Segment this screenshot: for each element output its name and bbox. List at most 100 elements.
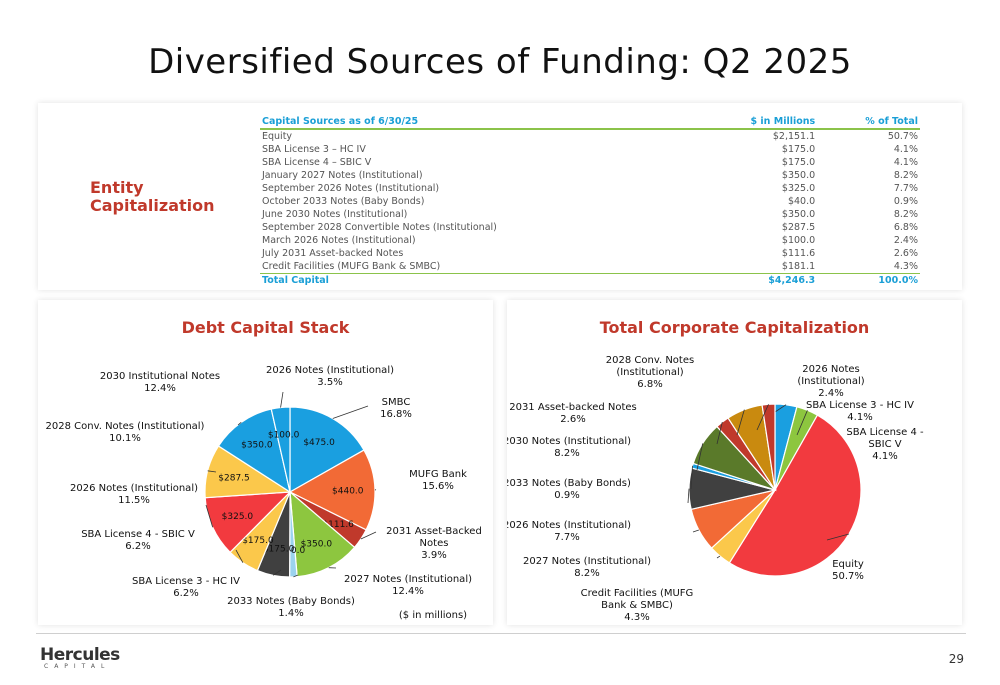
slice-value-label: $175.0 bbox=[263, 545, 295, 555]
table-row: September 2028 Convertible Notes (Instit… bbox=[260, 221, 920, 234]
row-source: January 2027 Notes (Institutional) bbox=[262, 170, 423, 181]
callout-line bbox=[796, 410, 808, 436]
row-percent: 8.2% bbox=[893, 170, 918, 181]
callout-line bbox=[235, 549, 244, 563]
slice-label: 12.4% bbox=[392, 586, 424, 597]
row-source: July 2031 Asset-backed Notes bbox=[262, 248, 404, 259]
total-capitalization-chart: SBA License 3 - HC IV4.1%SBA License 4 -… bbox=[507, 355, 924, 623]
table-row: Equity $2,151.1 50.7% bbox=[260, 129, 920, 143]
slice-label: 4.1% bbox=[847, 412, 872, 423]
entity-capitalization-heading: Entity Capitalization bbox=[90, 179, 215, 215]
slice-label: 16.8% bbox=[380, 409, 412, 420]
table-row: SBA License 4 – SBIC V $175.0 4.1% bbox=[260, 156, 920, 169]
table-header-row: Capital Sources as of 6/30/25 $ in Milli… bbox=[260, 115, 920, 130]
slice-label: SBA License 3 - HC IV bbox=[806, 400, 914, 411]
pie-slice bbox=[728, 414, 862, 577]
slice-label: 2028 Conv. Notes (Institutional) bbox=[46, 421, 205, 432]
row-percent: 7.7% bbox=[893, 183, 918, 194]
callout-line bbox=[774, 404, 787, 413]
slice-label: 2.4% bbox=[818, 388, 843, 399]
capital-sources-table: Capital Sources as of 6/30/25 $ in Milli… bbox=[260, 115, 920, 287]
total-millions: $4,246.3 bbox=[692, 273, 818, 287]
row-percent: 6.8% bbox=[893, 222, 918, 233]
row-percent: 4.3% bbox=[893, 261, 918, 272]
pie-slice bbox=[289, 490, 356, 578]
slice-label: 10.1% bbox=[109, 433, 141, 444]
slice-label: 1.4% bbox=[278, 608, 303, 619]
callout-line bbox=[716, 421, 723, 445]
slice-label: 2031 Asset-Backed bbox=[386, 526, 482, 537]
row-millions: $40.0 bbox=[787, 196, 816, 207]
callout-line bbox=[716, 555, 721, 559]
slice-label: Equity bbox=[832, 559, 864, 570]
slice-value-label: $100.0 bbox=[268, 431, 300, 441]
slice-label: 2026 Notes bbox=[802, 364, 860, 375]
hercules-logo: Hercules CAPITAL bbox=[40, 645, 120, 670]
slice-label: SBA License 3 - HC IV bbox=[132, 576, 240, 587]
callout-line bbox=[690, 465, 693, 490]
row-source: SBA License 4 – SBIC V bbox=[262, 157, 372, 168]
pie-slice bbox=[270, 406, 291, 493]
slice-label: 2027 Notes (Institutional) bbox=[523, 556, 651, 567]
row-percent: 2.4% bbox=[893, 235, 918, 246]
capitalization-chart-title: Total Corporate Capitalization bbox=[599, 318, 870, 337]
slice-label: 2030 Notes (Institutional) bbox=[507, 436, 631, 447]
row-percent: 0.9% bbox=[893, 196, 918, 207]
pie-slice bbox=[288, 449, 376, 531]
slice-value-label: $175.0 bbox=[242, 536, 274, 546]
row-millions: $350.0 bbox=[781, 170, 816, 181]
table-row: September 2026 Notes (Institutional) $325… bbox=[260, 182, 920, 195]
callout-line bbox=[826, 533, 849, 541]
slice-label: SMBC bbox=[382, 397, 411, 408]
row-source: September 2026 Notes (Institutional) bbox=[262, 183, 440, 194]
slice-label: 2.6% bbox=[560, 414, 585, 425]
logo-subtext: CAPITAL bbox=[44, 663, 111, 670]
table-row: SBA License 3 – HC IV $175.0 4.1% bbox=[260, 143, 920, 156]
row-source: September 2028 Convertible Notes (Instit… bbox=[262, 222, 497, 233]
table-row: January 2027 Notes (Institutional) $350.0… bbox=[260, 169, 920, 182]
slice-label: 6.8% bbox=[637, 379, 662, 390]
row-millions: $2,151.1 bbox=[772, 131, 816, 142]
slice-label: 3.9% bbox=[421, 550, 446, 561]
table-row: July 2031 Asset-backed Notes $111.6 2.6% bbox=[260, 247, 920, 260]
slice-label: 2033 Notes (Baby Bonds) bbox=[227, 596, 355, 607]
slice-label: 2026 Notes (Institutional) bbox=[507, 520, 631, 531]
row-percent: 8.2% bbox=[893, 209, 918, 220]
total-percent: 100.0% bbox=[817, 273, 920, 287]
entity-heading-line2: Capitalization bbox=[90, 196, 215, 215]
slice-label: 4.1% bbox=[872, 451, 897, 462]
slice-label: SBA License 4 - bbox=[846, 427, 924, 438]
table-row: Credit Facilities (MUFG Bank & SMBC) $181… bbox=[260, 260, 920, 274]
slice-value-label: $440.0 bbox=[332, 486, 364, 496]
row-millions: $350.0 bbox=[781, 209, 816, 220]
slice-label: 50.7% bbox=[832, 571, 864, 582]
slice-label: (Institutional) bbox=[616, 367, 683, 378]
slice-label: Notes bbox=[420, 538, 449, 549]
slice-label: 15.6% bbox=[422, 481, 454, 492]
footer-divider bbox=[36, 633, 966, 634]
slice-label: 12.4% bbox=[144, 383, 176, 394]
callout-line bbox=[360, 531, 377, 540]
units-note: ($ in millions) bbox=[399, 610, 467, 621]
total-label: Total Capital bbox=[260, 273, 693, 287]
table-row: June 2030 Notes (Institutional) $350.0 8.2… bbox=[260, 208, 920, 221]
slice-label: 7.7% bbox=[554, 532, 579, 543]
row-millions: $181.1 bbox=[781, 261, 816, 272]
slice-label: 6.2% bbox=[125, 541, 150, 552]
row-percent: 4.1% bbox=[893, 144, 918, 155]
row-source: June 2030 Notes (Institutional) bbox=[262, 209, 408, 220]
callout-line bbox=[736, 409, 745, 436]
slice-value-label: $287.5 bbox=[218, 474, 250, 484]
header-percent: % of Total bbox=[817, 115, 920, 130]
entity-capitalization-panel: Entity Capitalization Capital Sources as… bbox=[38, 103, 962, 290]
row-millions: $100.0 bbox=[781, 235, 816, 246]
slice-label: SBIC V bbox=[868, 439, 901, 450]
slice-label: Bank & SMBC) bbox=[601, 600, 673, 611]
callout-line bbox=[272, 569, 282, 576]
callout-line bbox=[696, 443, 704, 471]
row-source: October 2033 Notes (Baby Bonds) bbox=[262, 196, 425, 207]
table-row: October 2033 Notes (Baby Bonds) $40.0 0.9% bbox=[260, 195, 920, 208]
row-percent: 50.7% bbox=[887, 131, 918, 142]
slice-label: 4.3% bbox=[624, 612, 649, 623]
row-source: SBA License 3 – HC IV bbox=[262, 144, 366, 155]
